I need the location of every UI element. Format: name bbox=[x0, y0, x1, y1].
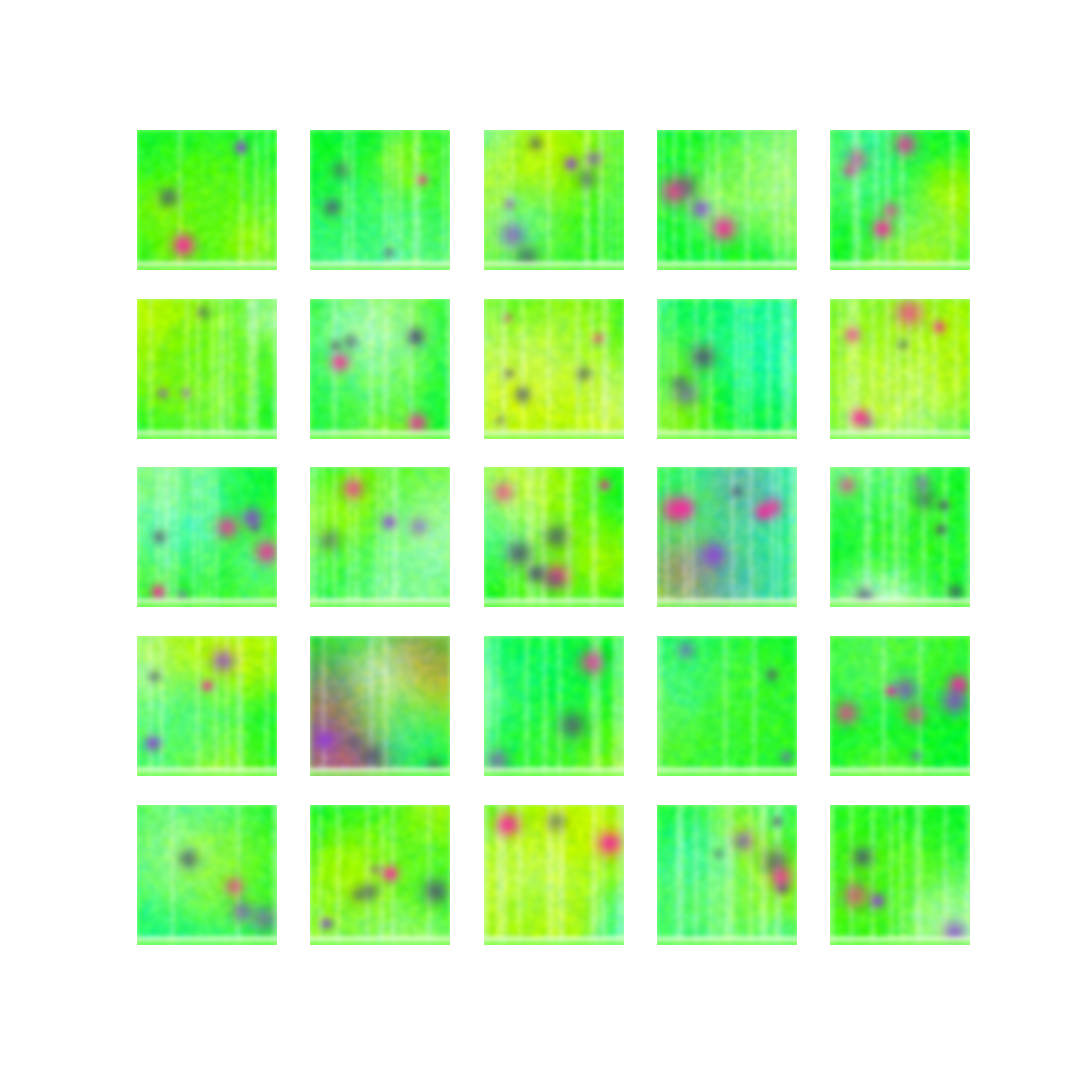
sample-image-pixels bbox=[310, 467, 450, 607]
sample-image-15 bbox=[830, 467, 970, 607]
sample-image-pixels bbox=[137, 467, 277, 607]
sample-image-pixels bbox=[830, 467, 970, 607]
sample-image-pixels bbox=[137, 130, 277, 270]
sample-image-pixels bbox=[657, 299, 797, 439]
sample-image-pixels bbox=[310, 636, 450, 776]
sample-image-13 bbox=[484, 467, 624, 607]
sample-image-pixels bbox=[484, 467, 624, 607]
sample-image-pixels bbox=[137, 805, 277, 945]
sample-image-19 bbox=[657, 636, 797, 776]
sample-image-pixels bbox=[830, 130, 970, 270]
sample-image-17 bbox=[310, 636, 450, 776]
sample-image-5 bbox=[830, 130, 970, 270]
sample-image-10 bbox=[830, 299, 970, 439]
sample-image-21 bbox=[137, 805, 277, 945]
sample-image-pixels bbox=[657, 636, 797, 776]
sample-image-7 bbox=[310, 299, 450, 439]
sample-image-pixels bbox=[310, 299, 450, 439]
sample-image-pixels bbox=[484, 299, 624, 439]
sample-image-9 bbox=[657, 299, 797, 439]
sample-image-pixels bbox=[657, 805, 797, 945]
sample-image-pixels bbox=[310, 130, 450, 270]
sample-image-pixels bbox=[484, 805, 624, 945]
sample-image-23 bbox=[484, 805, 624, 945]
sample-image-14 bbox=[657, 467, 797, 607]
sample-image-24 bbox=[657, 805, 797, 945]
sample-image-pixels bbox=[657, 130, 797, 270]
sample-image-pixels bbox=[137, 299, 277, 439]
sample-image-pixels bbox=[310, 805, 450, 945]
sample-image-25 bbox=[830, 805, 970, 945]
sample-image-22 bbox=[310, 805, 450, 945]
sample-image-pixels bbox=[830, 636, 970, 776]
sample-image-pixels bbox=[137, 636, 277, 776]
sample-image-pixels bbox=[830, 299, 970, 439]
sample-image-20 bbox=[830, 636, 970, 776]
sample-image-1 bbox=[137, 130, 277, 270]
sample-image-2 bbox=[310, 130, 450, 270]
sample-image-18 bbox=[484, 636, 624, 776]
sample-image-pixels bbox=[830, 805, 970, 945]
sample-image-6 bbox=[137, 299, 277, 439]
sample-image-16 bbox=[137, 636, 277, 776]
sample-image-3 bbox=[484, 130, 624, 270]
sample-image-8 bbox=[484, 299, 624, 439]
sample-image-4 bbox=[657, 130, 797, 270]
sample-image-pixels bbox=[657, 467, 797, 607]
sample-image-pixels bbox=[484, 130, 624, 270]
sample-image-11 bbox=[137, 467, 277, 607]
sample-image-12 bbox=[310, 467, 450, 607]
sample-image-pixels bbox=[484, 636, 624, 776]
